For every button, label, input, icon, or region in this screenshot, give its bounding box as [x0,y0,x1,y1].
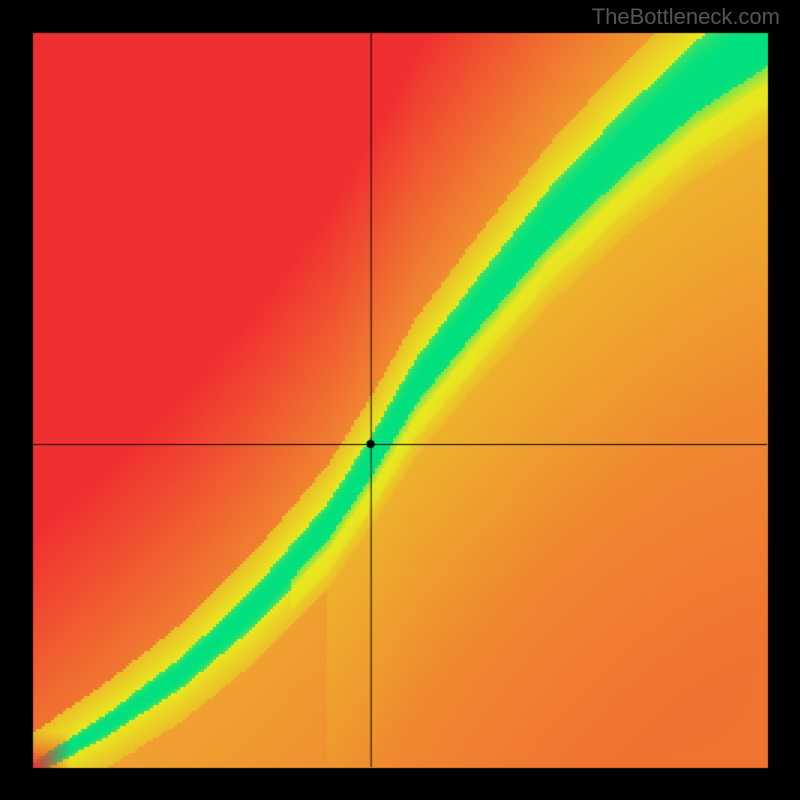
bottleneck-heatmap [0,0,800,800]
watermark-text: TheBottleneck.com [592,4,780,30]
chart-container: TheBottleneck.com [0,0,800,800]
